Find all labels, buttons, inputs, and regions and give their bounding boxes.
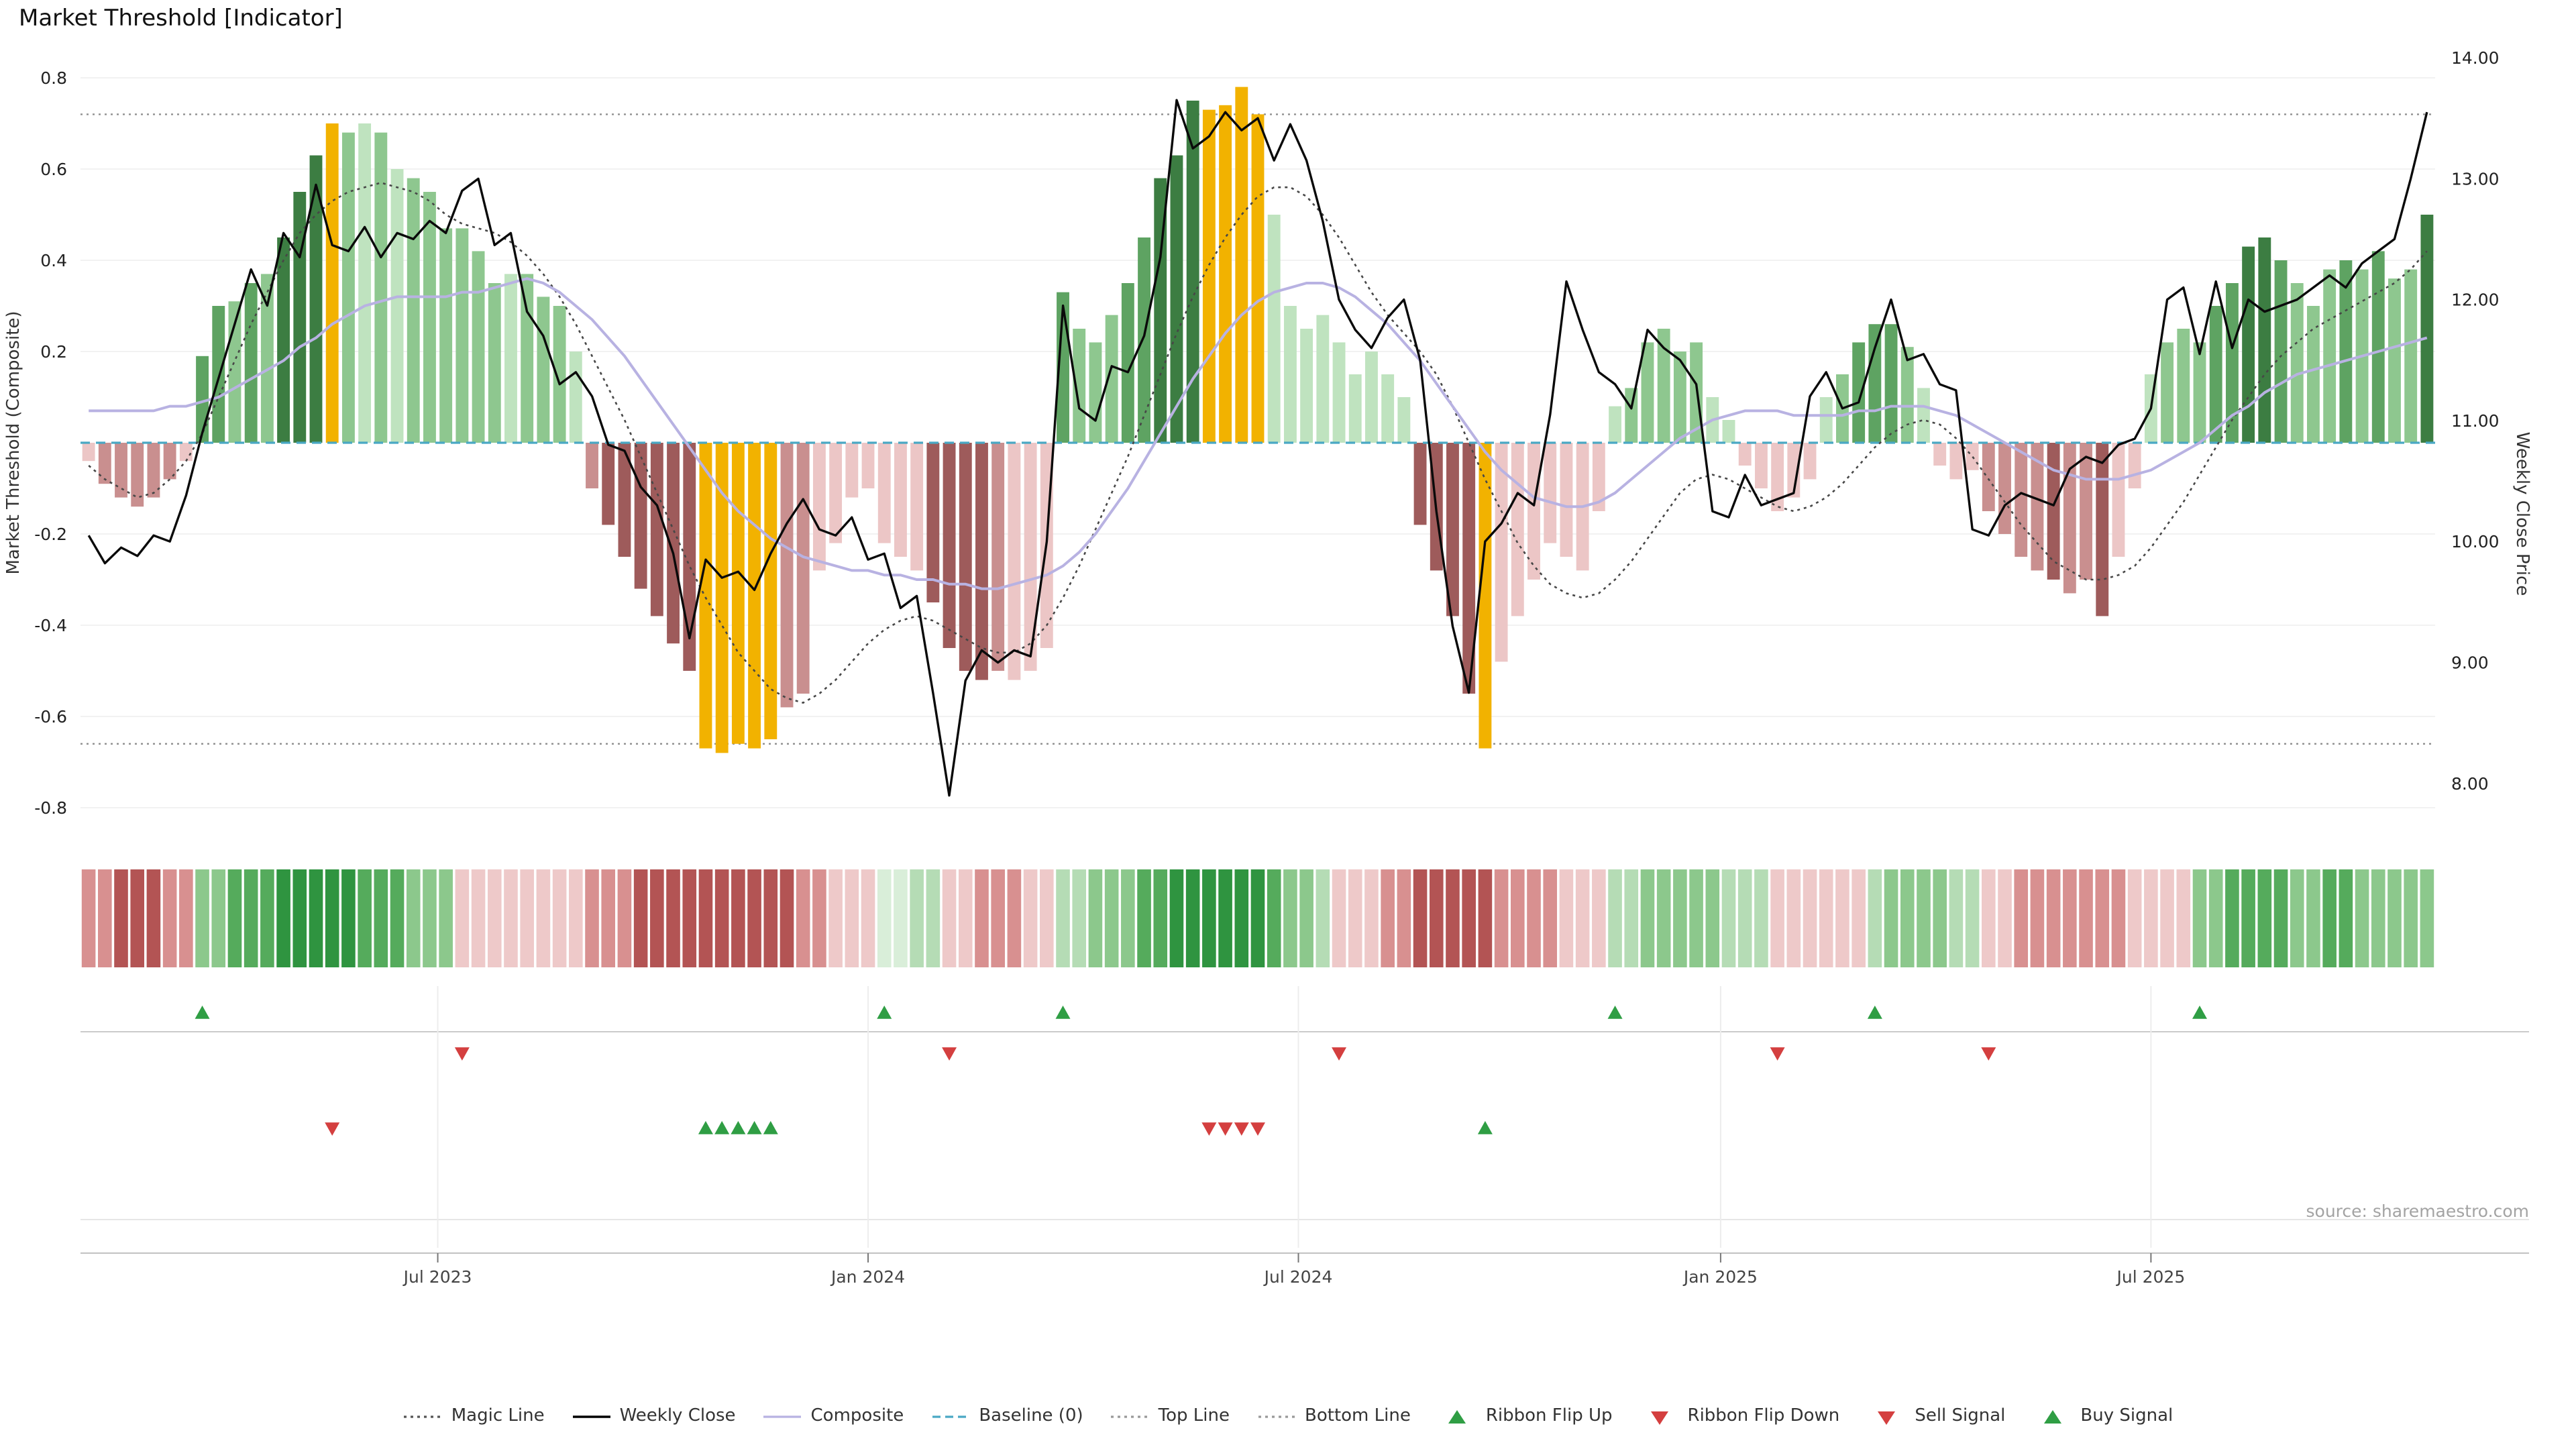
line-swatch-icon	[932, 1415, 970, 1417]
svg-text:13.00: 13.00	[2451, 169, 2500, 189]
legend-label: Top Line	[1158, 1406, 1230, 1426]
svg-text:-0.8: -0.8	[34, 798, 67, 818]
buy-signal-marker	[747, 1121, 762, 1134]
svg-text:0.6: 0.6	[40, 160, 67, 179]
svg-text:0.4: 0.4	[40, 251, 67, 270]
legend-label: Magic Line	[451, 1406, 545, 1426]
right-axis-title: Weekly Close Price	[2512, 432, 2532, 596]
source-credit: source: sharemaestro.com	[2306, 1201, 2530, 1221]
line-swatch-icon	[1258, 1415, 1295, 1417]
svg-text:-0.6: -0.6	[34, 707, 67, 727]
ribbon-flip-down-marker	[942, 1047, 957, 1061]
svg-text:14.00: 14.00	[2451, 48, 2500, 68]
buy-signal-marker	[1477, 1121, 1493, 1134]
sell-signal-marker	[1218, 1122, 1233, 1136]
weekly-close-line	[87, 99, 2428, 797]
ribbon-flip-up-marker	[877, 1006, 892, 1019]
ribbon-flip-down-marker	[1770, 1047, 1785, 1061]
svg-text:12.00: 12.00	[2451, 290, 2500, 310]
ribbon-flip-down-marker	[454, 1047, 470, 1061]
legend-label: Weekly Close	[619, 1406, 736, 1426]
legend-item-bottom-line: Bottom Line	[1256, 1406, 1411, 1426]
svg-text:0.8: 0.8	[40, 68, 67, 88]
x-tick-label: Jan 2025	[1682, 1267, 1758, 1287]
threshold-bars	[82, 87, 2434, 753]
x-axis-ticks: Jul 2023 Jan 2024 Jul 2024 Jan 2025 Jul 2025	[402, 986, 2186, 1287]
line-swatch-icon	[404, 1415, 442, 1417]
ribbon-flip-up-marker	[1867, 1006, 1882, 1019]
left-axis-title: Market Threshold (Composite)	[3, 311, 23, 574]
svg-text:0.2: 0.2	[40, 342, 67, 362]
svg-text:8.00: 8.00	[2451, 774, 2489, 794]
svg-text:-0.2: -0.2	[34, 525, 67, 544]
svg-text:10.00: 10.00	[2451, 532, 2500, 551]
left-axis-ticks: 0.8 0.6 0.4 0.2 -0.2 -0.4 -0.6 -0.8	[34, 68, 67, 818]
legend-item-buy-signal: Buy Signal	[2032, 1406, 2173, 1426]
legend-item-ribbon-flip-up: Ribbon Flip Up	[1438, 1406, 1613, 1426]
ribbon-flip-up-marker	[195, 1006, 210, 1019]
legend-label: Bottom Line	[1305, 1406, 1411, 1426]
buy-signal-marker	[763, 1121, 778, 1134]
svg-text:11.00: 11.00	[2451, 411, 2500, 431]
svg-text:9.00: 9.00	[2451, 653, 2489, 673]
legend-item-top-line: Top Line	[1110, 1406, 1230, 1426]
line-swatch-icon	[1111, 1415, 1149, 1417]
legend-item-ribbon-flip-down: Ribbon Flip Down	[1640, 1406, 1840, 1426]
legend-item-baseline-0-: Baseline (0)	[930, 1406, 1083, 1426]
legend-label: Baseline (0)	[979, 1406, 1083, 1426]
line-swatch-icon	[763, 1415, 802, 1417]
legend-label: Buy Signal	[2080, 1406, 2174, 1426]
legend-label: Composite	[810, 1406, 904, 1426]
legend-label: Ribbon Flip Down	[1687, 1406, 1840, 1426]
buy-signal-marker	[731, 1121, 746, 1134]
chart-title: Market Threshold [Indicator]	[19, 5, 343, 32]
sell-signal-marker	[1234, 1122, 1249, 1136]
triangle-up-icon	[2043, 1409, 2061, 1423]
ribbon-flip-down-marker	[1332, 1047, 1347, 1061]
legend-label: Sell Signal	[1915, 1406, 2006, 1426]
legend-item-composite: Composite	[763, 1406, 904, 1426]
ribbon-flip-up-marker	[1607, 1006, 1623, 1019]
x-tick-label: Jan 2024	[830, 1267, 905, 1287]
ribbon-flip-down-marker	[1981, 1047, 1996, 1061]
triangle-down-icon	[1650, 1411, 1668, 1424]
ribbon-strip	[81, 869, 2434, 967]
sell-signal-marker	[1201, 1122, 1217, 1136]
svg-text:-0.4: -0.4	[34, 616, 67, 635]
triangle-down-icon	[1878, 1411, 1896, 1424]
x-tick-label: Jul 2024	[1263, 1267, 1333, 1287]
buy-signal-marker	[698, 1121, 713, 1134]
buy-signal-marker	[714, 1121, 730, 1134]
legend-item-weekly-close: Weekly Close	[572, 1406, 736, 1426]
legend-item-sell-signal: Sell Signal	[1866, 1406, 2005, 1426]
ribbon-flip-up-marker	[1055, 1006, 1071, 1019]
triangle-up-icon	[1448, 1409, 1466, 1423]
composite-line	[89, 277, 2428, 590]
x-tick-label: Jul 2025	[2116, 1267, 2186, 1287]
right-axis-ticks: 14.00 13.00 12.00 11.00 10.00 9.00 8.00	[2451, 48, 2500, 794]
x-tick-label: Jul 2023	[402, 1267, 472, 1287]
magic-line	[88, 182, 2428, 704]
chart-legend: Magic Line Weekly Close Composite Baseline …	[0, 1406, 2576, 1426]
line-swatch-icon	[572, 1415, 610, 1417]
sell-signal-marker	[325, 1122, 340, 1136]
sell-signal-marker	[1250, 1122, 1265, 1136]
legend-item-magic-line: Magic Line	[403, 1406, 545, 1426]
ribbon-flip-up-marker	[2192, 1006, 2207, 1019]
legend-label: Ribbon Flip Up	[1485, 1406, 1613, 1426]
